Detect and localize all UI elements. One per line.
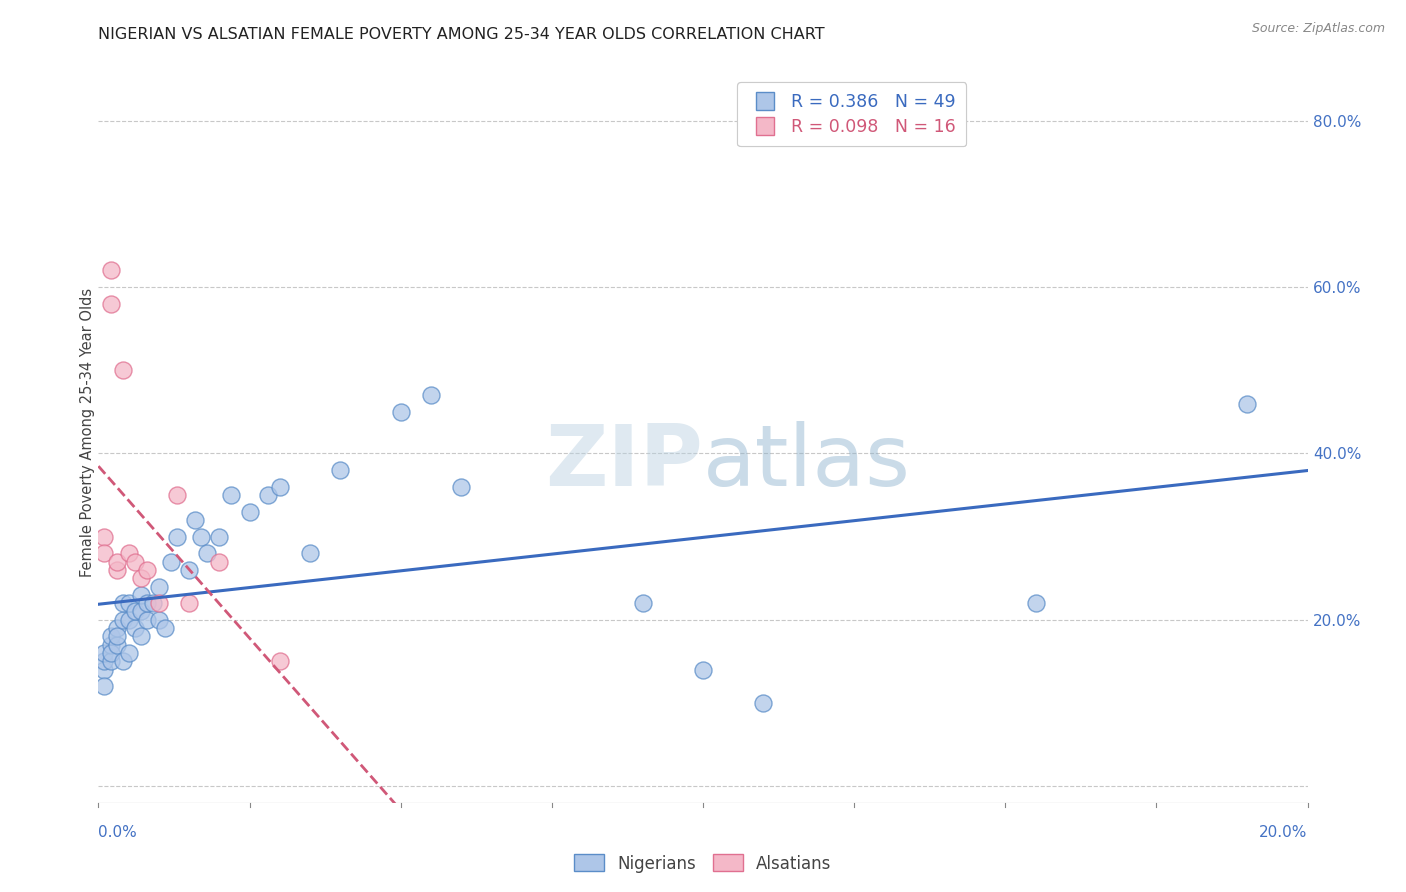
Point	[208, 555, 231, 569]
Point	[105, 638, 128, 652]
Point	[269, 480, 291, 494]
Point	[256, 488, 278, 502]
Text: 0.0%: 0.0%	[98, 825, 138, 840]
Point	[1236, 396, 1258, 410]
Point	[299, 546, 322, 560]
Point	[105, 555, 128, 569]
Point	[93, 546, 115, 560]
Point	[135, 596, 157, 610]
Legend: R = 0.386   N = 49, R = 0.098   N = 16: R = 0.386 N = 49, R = 0.098 N = 16	[737, 82, 966, 146]
Text: atlas: atlas	[703, 421, 911, 504]
Y-axis label: Female Poverty Among 25-34 Year Olds: Female Poverty Among 25-34 Year Olds	[80, 288, 94, 577]
Point	[124, 621, 146, 635]
Point	[118, 596, 141, 610]
Point	[111, 363, 134, 377]
Point	[153, 621, 176, 635]
Point	[239, 505, 262, 519]
Point	[100, 646, 122, 660]
Point	[190, 530, 212, 544]
Point	[269, 654, 291, 668]
Point	[93, 679, 115, 693]
Point	[208, 530, 231, 544]
Point	[105, 621, 128, 635]
Point	[93, 654, 115, 668]
Point	[142, 596, 165, 610]
Point	[111, 654, 134, 668]
Point	[105, 563, 128, 577]
Point	[129, 629, 152, 643]
Point	[93, 663, 115, 677]
Point	[195, 546, 218, 560]
Point	[118, 646, 141, 660]
Point	[124, 605, 146, 619]
Point	[111, 596, 134, 610]
Point	[93, 530, 115, 544]
Legend: Nigerians, Alsatians: Nigerians, Alsatians	[568, 847, 838, 880]
Point	[93, 646, 115, 660]
Point	[118, 546, 141, 560]
Point	[135, 613, 157, 627]
Point	[100, 654, 122, 668]
Point	[221, 488, 243, 502]
Point	[450, 480, 472, 494]
Point	[148, 613, 170, 627]
Point	[389, 405, 412, 419]
Text: ZIP: ZIP	[546, 421, 703, 504]
Point	[118, 613, 141, 627]
Point	[329, 463, 352, 477]
Point	[105, 629, 128, 643]
Point	[179, 596, 201, 610]
Point	[752, 696, 775, 710]
Point	[420, 388, 443, 402]
Text: Source: ZipAtlas.com: Source: ZipAtlas.com	[1251, 22, 1385, 36]
Point	[129, 571, 152, 585]
Point	[166, 530, 188, 544]
Point	[631, 596, 654, 610]
Point	[100, 629, 122, 643]
Point	[135, 563, 157, 577]
Text: NIGERIAN VS ALSATIAN FEMALE POVERTY AMONG 25-34 YEAR OLDS CORRELATION CHART: NIGERIAN VS ALSATIAN FEMALE POVERTY AMON…	[98, 27, 825, 42]
Point	[692, 663, 714, 677]
Point	[129, 588, 152, 602]
Point	[111, 613, 134, 627]
Point	[1024, 596, 1046, 610]
Point	[100, 296, 122, 310]
Text: 20.0%: 20.0%	[1260, 825, 1308, 840]
Point	[129, 605, 152, 619]
Point	[100, 638, 122, 652]
Point	[124, 555, 146, 569]
Point	[148, 596, 170, 610]
Point	[184, 513, 207, 527]
Point	[166, 488, 188, 502]
Point	[100, 263, 122, 277]
Point	[179, 563, 201, 577]
Point	[148, 580, 170, 594]
Point	[160, 555, 183, 569]
